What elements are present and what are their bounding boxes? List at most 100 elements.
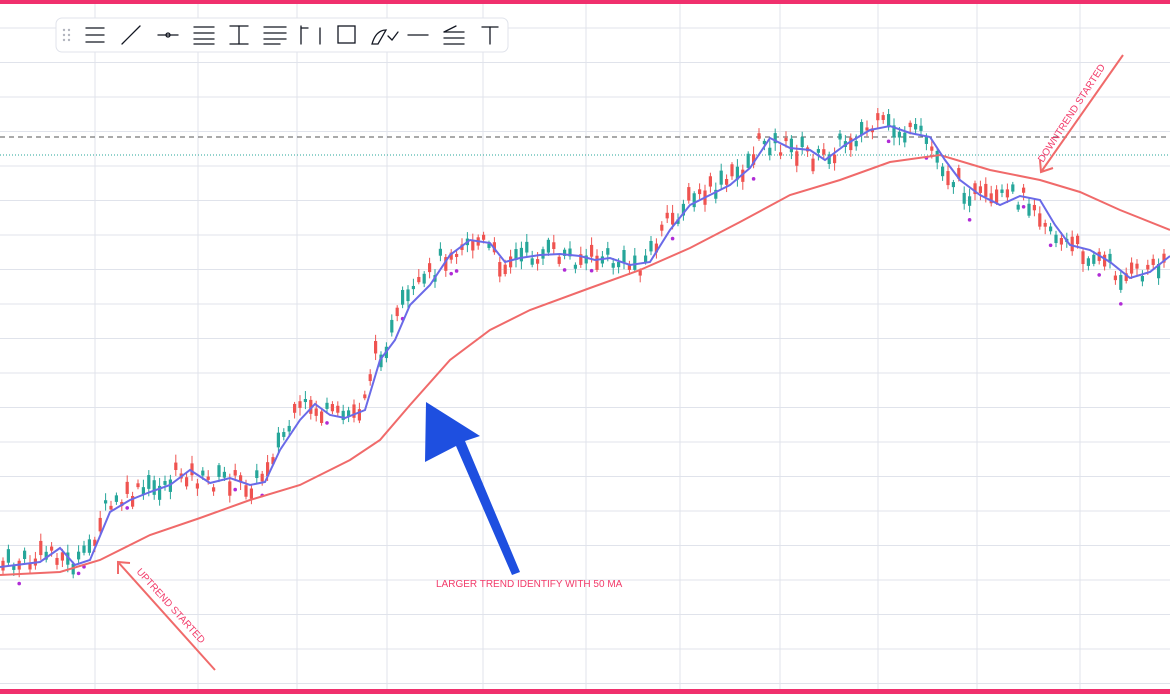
candle-body [698,189,702,195]
tool-rect[interactable] [337,25,356,44]
candle-body [141,487,145,495]
candle-body [708,176,712,187]
candle-body [379,354,383,368]
candle-body [104,500,108,504]
candle-body [487,243,491,248]
candle-body [919,125,923,131]
candle-body [417,277,421,283]
candle-body [438,248,442,256]
candle-body [12,566,16,570]
candle-body [757,133,761,139]
signal-dot [967,218,972,222]
candle-body [838,133,842,140]
candle-body [654,243,658,253]
signal-dot [886,139,891,144]
candle-body [1146,264,1150,270]
tool-measure[interactable] [229,25,249,45]
candle-body [714,189,718,199]
signal-dot [449,271,454,276]
candle-body [44,551,48,560]
top-border [0,0,1170,4]
candle-body [1005,189,1009,198]
candle-body [568,248,572,257]
candle-body [762,140,766,145]
candle-body [816,149,820,153]
candle-body [984,183,988,197]
candle-body [249,488,253,499]
signal-dot [17,581,22,586]
candle-body [406,289,410,302]
candle-body [1038,213,1042,227]
candle-body [276,432,280,448]
ma-fast-line [0,124,1170,568]
candle-body [77,551,81,560]
candle-body [1076,235,1080,245]
candle-body [978,186,982,193]
candle-body [190,463,194,476]
candle-body [946,171,950,186]
tool-ray[interactable] [157,32,179,38]
candle-body [395,307,399,317]
candle-body [1140,275,1144,282]
candle-body [158,485,162,500]
candle-body [239,475,243,483]
candle-body [503,264,507,275]
candle-body [390,319,394,333]
candle-body [768,147,772,156]
tool-text[interactable] [481,26,499,45]
candle-body [411,285,415,290]
candle-body [671,212,675,225]
candle-body [692,193,696,208]
candle-body [1157,264,1161,279]
candle-body [627,263,631,270]
tool-lines[interactable] [263,26,287,45]
candle-body [1124,273,1128,281]
candles [1,107,1166,586]
candle-body [1016,204,1020,210]
tool-pitchfork[interactable] [443,25,465,45]
candle-body [368,374,372,382]
candle-body [687,187,691,201]
candle-body [185,477,189,487]
candle-body [6,549,10,563]
candle-body [924,136,928,144]
candle-body [1151,258,1155,265]
candle-body [665,212,669,219]
candle-body [752,154,756,165]
tool-flag[interactable] [300,25,321,45]
trend-label: LARGER TREND IDENTIFY WITH 50 MA [436,579,623,590]
candle-body [163,480,167,485]
drawing-toolbar [55,17,509,53]
signal-dot [454,269,459,273]
candle-body [287,425,291,432]
candle-body [201,470,205,476]
candle-body [584,255,588,264]
candle-body [892,125,896,138]
candle-body [109,505,113,510]
tool-parallel[interactable] [85,27,105,43]
candle-body [206,476,210,480]
candle-body [1103,254,1107,267]
bottom-border [0,689,1170,694]
candle-body [1081,251,1085,265]
tool-trendline[interactable] [121,25,141,45]
tool-brush[interactable] [371,29,399,45]
candle-body [471,240,475,251]
candle-body [563,249,567,256]
candle-body [374,341,378,354]
candle-body [1135,263,1139,269]
candle-body [66,552,70,565]
candle-body [298,401,302,408]
candle-body [347,410,351,417]
signal-dot [670,236,675,241]
candle-body [336,405,340,413]
tool-fib[interactable] [193,26,215,45]
candle-body [914,123,918,130]
candle-body [60,552,64,561]
candle-body [125,481,129,494]
candle-body [676,219,680,224]
candle-body [136,483,140,488]
candle-body [401,289,405,305]
candle-body [303,398,307,403]
candle-body [147,475,151,489]
